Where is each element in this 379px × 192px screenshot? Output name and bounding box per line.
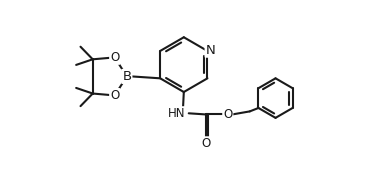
Text: N: N xyxy=(205,44,215,57)
Text: O: O xyxy=(110,89,119,102)
Text: O: O xyxy=(110,51,119,64)
Text: HN: HN xyxy=(168,107,185,120)
Text: B: B xyxy=(122,70,132,83)
Text: O: O xyxy=(201,137,210,150)
Text: O: O xyxy=(223,108,232,121)
